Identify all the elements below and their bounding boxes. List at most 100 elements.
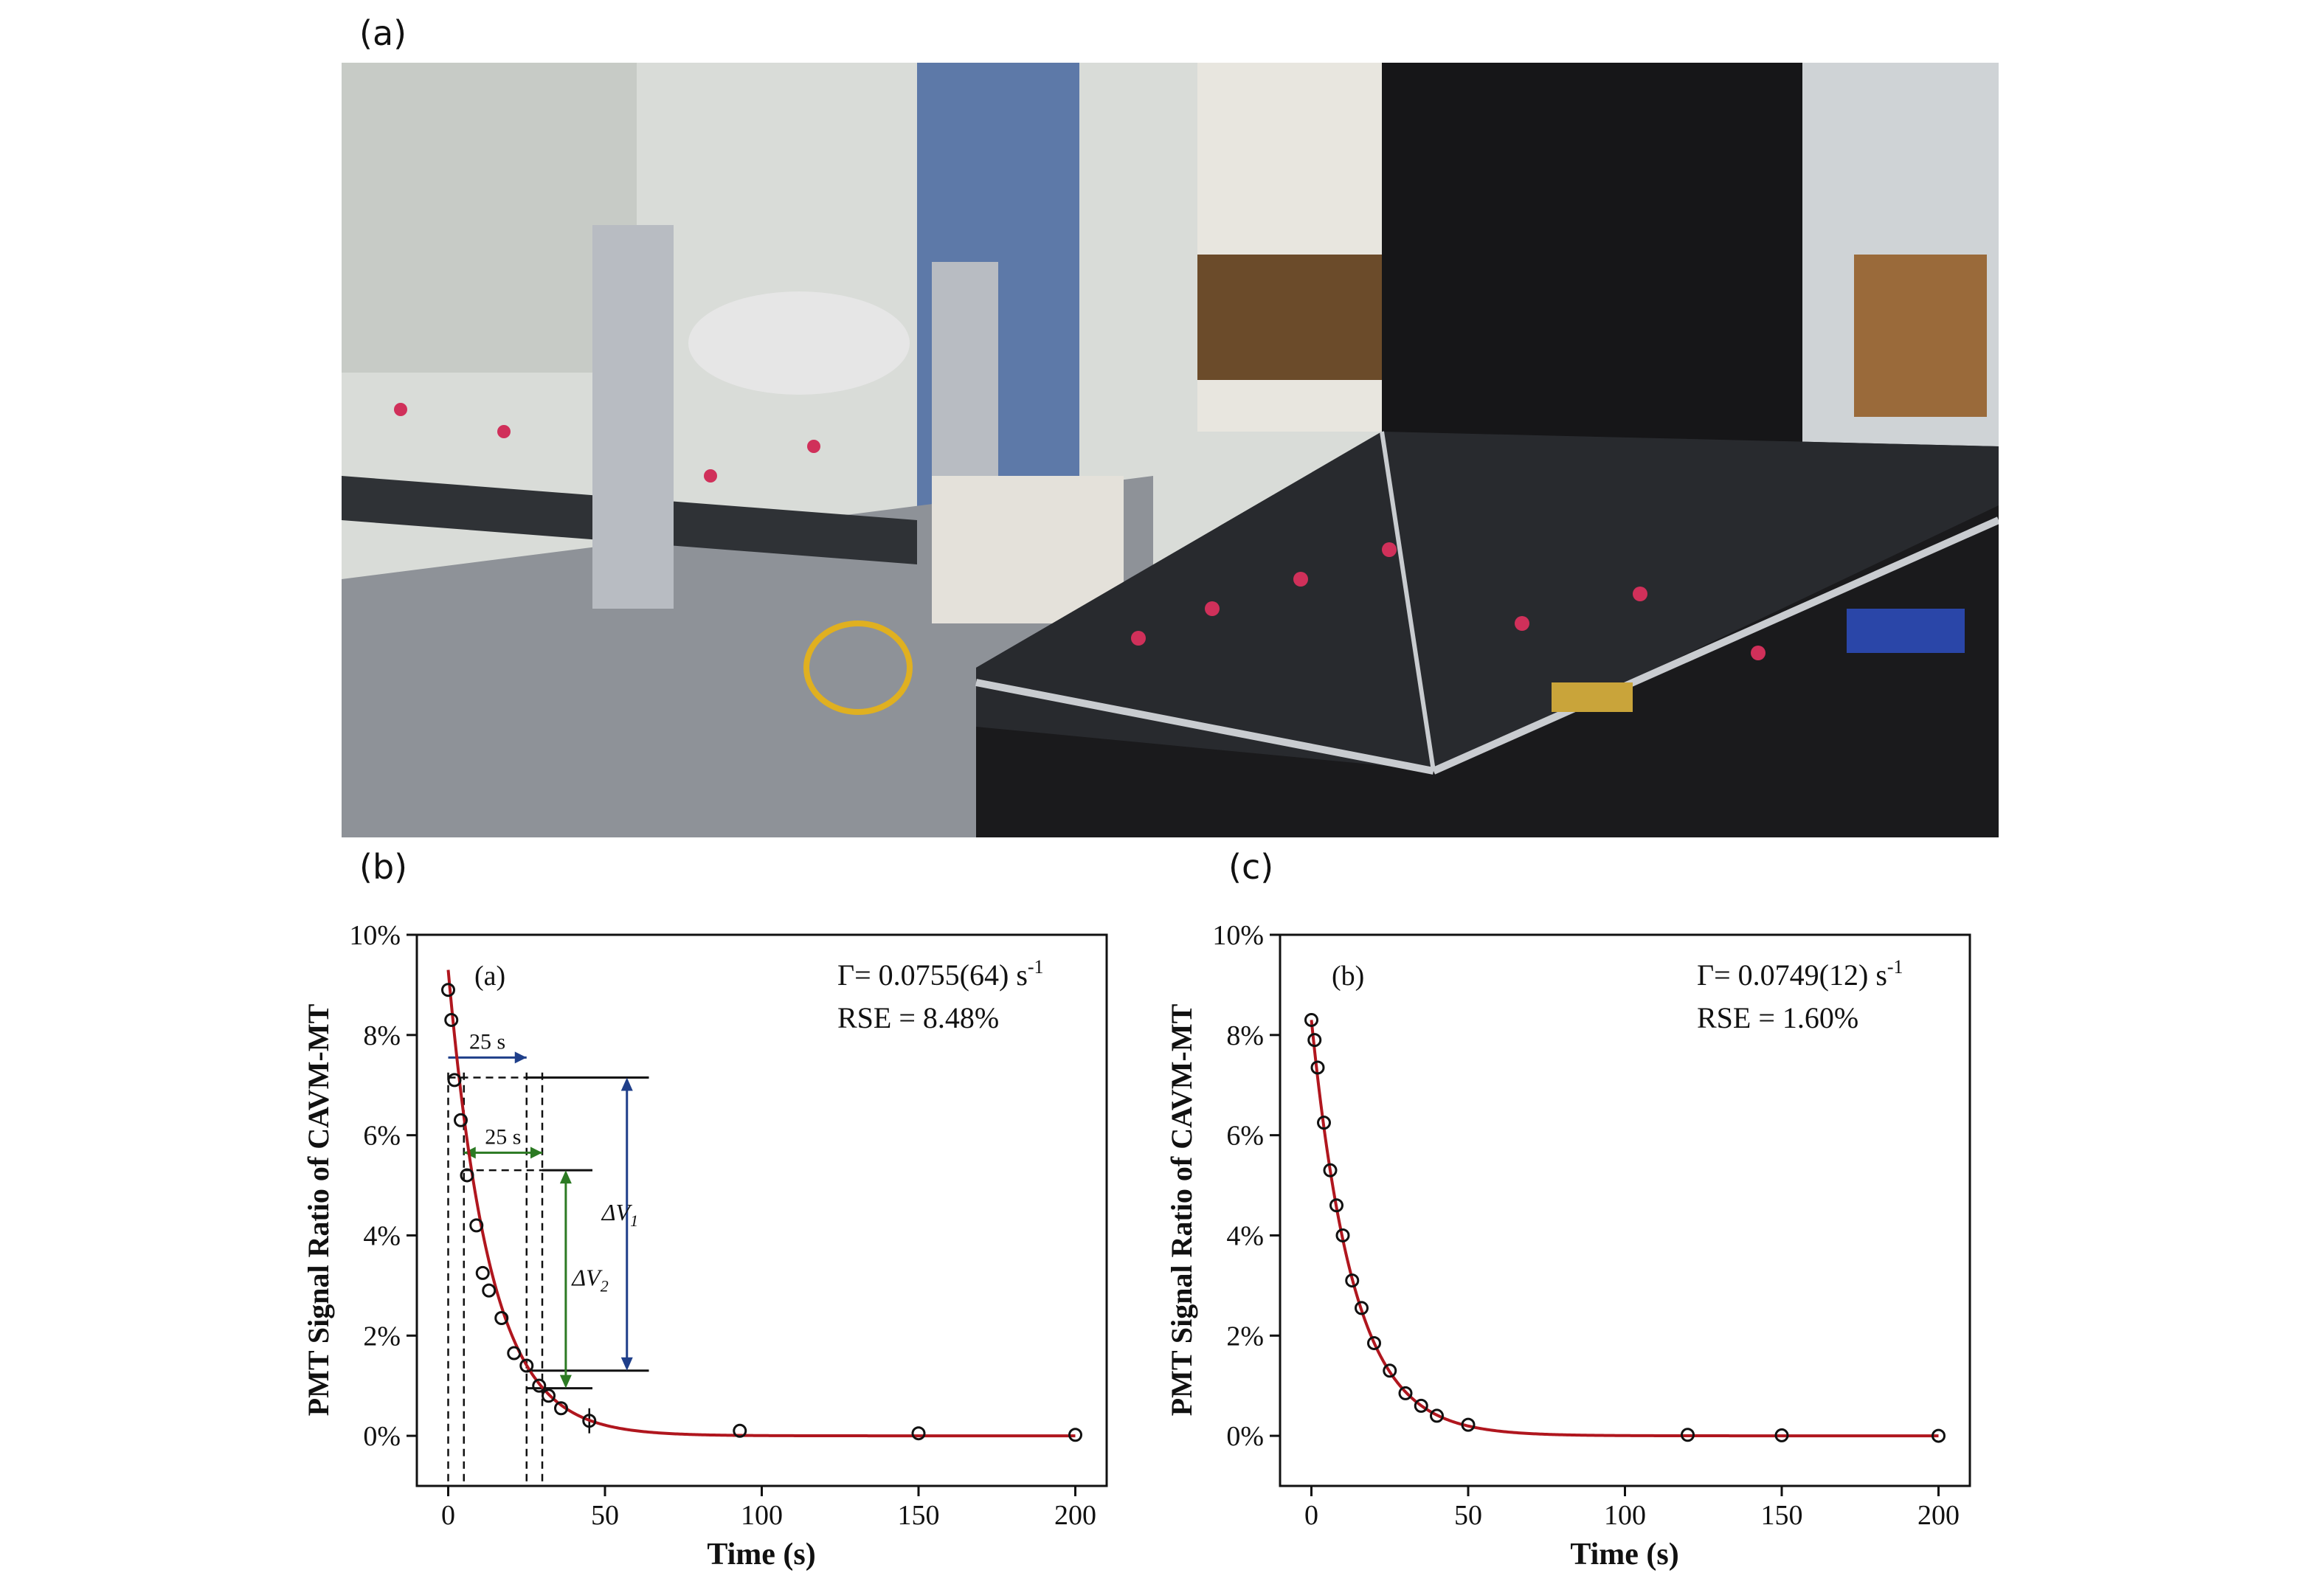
decay-chart-b: 0 50 100 150 200 0% 2% 4% 6% 8% 10% (b) Γ= 0.0749(… bbox=[1165, 920, 1971, 1572]
optic-mount bbox=[497, 425, 511, 438]
y-tick-label: 8% bbox=[363, 1020, 401, 1051]
panel-label-b: (b) bbox=[359, 847, 408, 887]
data-point bbox=[519, 1358, 534, 1373]
optic-mount bbox=[807, 440, 820, 453]
vacuum-column-left bbox=[592, 225, 674, 609]
fit-parameter: Γ= 0.0755(64) s-1 bbox=[837, 956, 1044, 992]
data-point bbox=[911, 1426, 926, 1441]
x-tick-label: 150 bbox=[898, 1500, 940, 1531]
x-axis-title: Time (s) bbox=[1570, 1538, 1678, 1572]
enclosure-frame-side bbox=[1431, 516, 1999, 775]
data-point bbox=[1932, 1428, 1946, 1443]
wooden-shelf bbox=[1197, 255, 1382, 380]
delta-v2-head-top bbox=[559, 1170, 572, 1184]
y-tick-label: 2% bbox=[363, 1321, 401, 1352]
data-point bbox=[554, 1401, 568, 1416]
delta-v1-head-bottom bbox=[620, 1357, 633, 1371]
server-cabinet bbox=[1382, 63, 1802, 469]
y-tick-label: 4% bbox=[363, 1220, 401, 1251]
data-point bbox=[1310, 1060, 1325, 1075]
blue-device bbox=[1847, 609, 1965, 653]
controller-box bbox=[932, 476, 1124, 623]
optic-mount bbox=[1515, 616, 1529, 631]
panel-label-c: (c) bbox=[1228, 847, 1274, 887]
data-point bbox=[1317, 1116, 1331, 1130]
optic-mount bbox=[394, 403, 407, 416]
y-tick-label: 6% bbox=[363, 1121, 401, 1152]
y-tick-label: 0% bbox=[363, 1421, 401, 1452]
x-tick-label: 0 bbox=[441, 1500, 455, 1531]
y-tick-label: 0% bbox=[1226, 1421, 1264, 1452]
data-point bbox=[1068, 1428, 1082, 1442]
data-point bbox=[1355, 1301, 1369, 1315]
gold-component bbox=[1552, 682, 1633, 712]
data-point bbox=[1681, 1428, 1695, 1442]
inset-label: (a) bbox=[474, 961, 505, 992]
y-axis-title: PMT Signal Ratio of CAVM-MT bbox=[302, 1003, 335, 1416]
delta-v1-head-top bbox=[620, 1077, 633, 1091]
rse-label: RSE = 8.48% bbox=[837, 1001, 999, 1034]
data-point bbox=[1335, 1228, 1350, 1242]
fit-curve bbox=[1310, 1020, 1939, 1438]
plot-frame bbox=[1279, 933, 1971, 1487]
optic-mount bbox=[1382, 542, 1397, 557]
span-arrow-2-head bbox=[530, 1147, 542, 1159]
x-tick-label: 200 bbox=[1054, 1500, 1096, 1531]
data-point bbox=[532, 1378, 547, 1393]
enclosure-frame-corner bbox=[1380, 431, 1436, 772]
y-tick-label: 10% bbox=[1212, 920, 1264, 951]
data-point bbox=[454, 1113, 468, 1127]
data-point bbox=[1304, 1012, 1318, 1027]
data-point bbox=[1323, 1163, 1338, 1178]
fit-parameter-text: Γ= 0.0749(12) s bbox=[1697, 958, 1887, 992]
data-point bbox=[494, 1311, 509, 1326]
data-point bbox=[482, 1283, 497, 1298]
data-point bbox=[1461, 1417, 1476, 1432]
data-point bbox=[447, 1073, 462, 1088]
wall-left bbox=[342, 63, 637, 373]
panel-label-a: (a) bbox=[359, 13, 407, 53]
vacuum-chamber bbox=[688, 291, 910, 395]
data-point bbox=[444, 1012, 459, 1027]
y-tick-label: 10% bbox=[349, 920, 401, 951]
fit-parameter: Γ= 0.0749(12) s-1 bbox=[1697, 956, 1903, 992]
x-tick-label: 100 bbox=[741, 1500, 783, 1531]
enclosure-frame-front bbox=[975, 679, 1434, 775]
data-point bbox=[441, 983, 455, 998]
y-tick-label: 4% bbox=[1226, 1220, 1264, 1251]
decay-chart-a: 0 50 100 150 200 0% 2% 4% 6% 8% 10% 25 s 25 s ΔV1 ΔV2… bbox=[302, 920, 1108, 1572]
data-point bbox=[1774, 1428, 1789, 1442]
fit-parameter-unit: -1 bbox=[1028, 956, 1044, 978]
data-point bbox=[460, 1168, 474, 1183]
inset-label: (b) bbox=[1332, 961, 1364, 992]
y-tick-label: 2% bbox=[1226, 1321, 1264, 1352]
x-tick-label: 50 bbox=[1454, 1500, 1482, 1531]
delta-v1-label: ΔV1 bbox=[601, 1199, 638, 1230]
fiber-coil bbox=[803, 620, 913, 715]
enclosure-lid bbox=[976, 432, 1999, 771]
span-arrow-1-head bbox=[514, 1051, 527, 1064]
optic-mount bbox=[1293, 572, 1308, 587]
optic-mount bbox=[1131, 631, 1146, 646]
laboratory-optics-photo bbox=[342, 63, 1999, 837]
optic-mount bbox=[1633, 587, 1647, 601]
span-label-1: 25 s bbox=[469, 1029, 505, 1054]
optic-mount bbox=[1751, 646, 1766, 660]
data-point bbox=[469, 1218, 484, 1233]
plot-frame bbox=[415, 933, 1108, 1487]
x-axis-title: Time (s) bbox=[707, 1538, 815, 1572]
data-point bbox=[733, 1423, 747, 1438]
y-axis-title: PMT Signal Ratio of CAVM-MT bbox=[1165, 1003, 1198, 1416]
data-point bbox=[1367, 1335, 1381, 1350]
wooden-cabinet bbox=[1854, 255, 1987, 417]
fit-parameter-text: Γ= 0.0755(64) s bbox=[837, 958, 1028, 992]
x-tick-label: 50 bbox=[591, 1500, 619, 1531]
y-tick-label: 8% bbox=[1226, 1020, 1264, 1051]
data-point bbox=[1383, 1363, 1397, 1378]
optic-mount bbox=[1205, 601, 1220, 616]
span-label-2: 25 s bbox=[485, 1124, 521, 1149]
rse-label: RSE = 1.60% bbox=[1697, 1001, 1858, 1034]
fit-parameter-unit: -1 bbox=[1887, 956, 1903, 978]
data-point bbox=[582, 1414, 597, 1428]
optic-mount bbox=[704, 469, 717, 483]
